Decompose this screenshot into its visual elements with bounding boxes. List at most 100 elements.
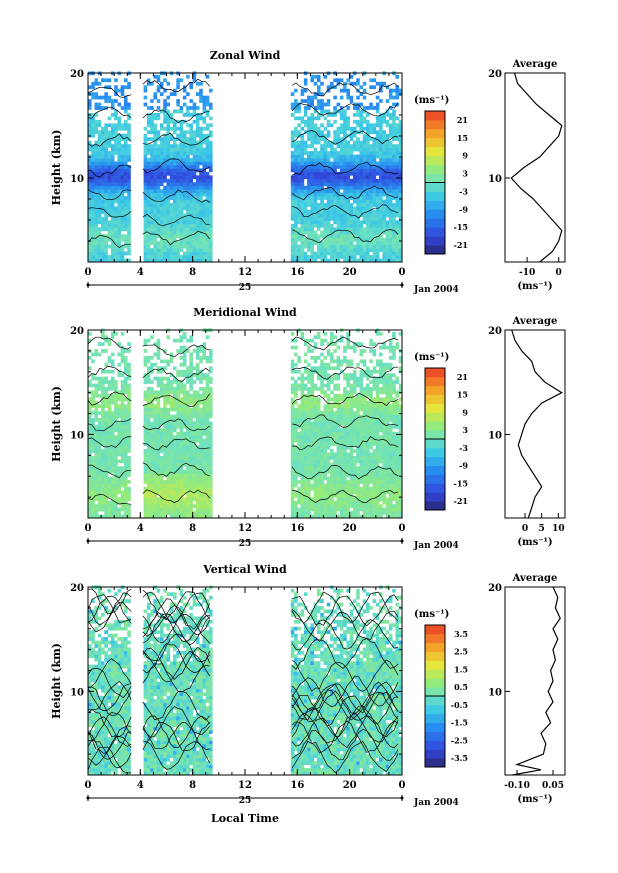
heatmap-cell [153,342,157,346]
heatmap-cell [123,387,128,391]
heatmap-cell [127,473,131,477]
heatmap-cell [91,421,95,426]
heatmap-cell [104,424,108,429]
heatmap-cell [94,178,99,183]
heatmap-cell [320,102,324,107]
heatmap-cell [146,449,151,453]
heatmap-cell [146,511,151,515]
average-x-label: (ms⁻¹) [517,281,552,292]
heatmap-cell [101,185,105,190]
heatmap-cell [375,116,380,121]
heatmap-cell [189,151,193,155]
heatmap-cell [186,380,190,384]
heatmap-cell [303,119,308,124]
heatmap-cell [388,154,393,159]
heatmap-cell [146,137,151,142]
heatmap-cell [166,151,171,155]
heatmap-cell [114,189,118,193]
heatmap-cell [94,442,99,446]
heatmap-cell [310,373,314,377]
heatmap-cell [379,189,383,193]
heatmap-cell [316,78,321,83]
heatmap-cell [189,185,193,190]
heatmap-cell [392,210,396,214]
heatmap-cell [163,366,167,371]
heatmap-cell [186,469,190,474]
heatmap-cell [182,473,187,477]
heatmap-cell [182,414,187,419]
heatmap-cell [110,483,115,488]
heatmap-cell [186,237,190,242]
heatmap-cell [369,168,373,173]
heatmap-cell [173,445,177,450]
heatmap-cell [163,486,167,491]
heatmap-cell [143,140,148,145]
heatmap-cell [179,380,184,384]
heatmap-cell [199,158,203,162]
heatmap-cell [307,182,311,187]
heatmap-cell [192,476,197,481]
heatmap-cell [104,507,108,512]
heatmap-cell [392,126,396,131]
heatmap-cell [310,483,314,488]
heatmap-cell [97,469,102,474]
heatmap-cell [176,483,180,488]
heatmap-cell [369,227,373,232]
heatmap-cell [104,133,108,138]
heatmap-cell [303,164,308,169]
heatmap-cell [362,119,367,124]
heatmap-cell [356,251,360,256]
heatmap-cell [110,220,115,225]
heatmap-cell [323,227,328,232]
heatmap-cell [359,189,364,193]
heatmap-cell [316,421,321,426]
heatmap-cell [356,185,360,190]
heatmap-cell [300,383,305,388]
heatmap-cell [349,185,354,190]
heatmap-cell [199,244,203,249]
heatmap-cell [398,171,403,176]
heatmap-cell [186,255,190,259]
heatmap-cell [101,189,105,193]
heatmap-cell [104,490,108,495]
heatmap-cell [300,119,305,124]
heatmap-cell [97,514,102,519]
heatmap-cell [101,383,105,388]
heatmap-cell [316,445,321,450]
heatmap-cell [153,147,157,152]
heatmap-cell [107,237,112,242]
heatmap-cell [159,255,164,259]
heatmap-cell [294,428,298,433]
heatmap-cell [202,418,207,422]
heatmap-cell [107,455,112,460]
heatmap-cell [88,85,92,90]
heatmap-cell [94,119,99,124]
heatmap-cell [88,119,92,124]
heatmap-cell [199,442,203,446]
heatmap-cell [320,514,324,519]
heatmap-cell [310,466,314,471]
heatmap-cell [120,476,125,481]
heatmap-cell [339,196,344,200]
heatmap-cell [375,182,380,187]
heatmap-cell [303,175,308,180]
heatmap-cell [156,88,161,93]
heatmap-cell [297,356,301,360]
heatmap-cell [346,199,350,204]
heatmap-cell [323,182,328,187]
heatmap-cell [310,445,314,450]
heatmap-cell [94,455,99,460]
heatmap-cell [150,220,154,225]
heatmap-cell [146,210,151,214]
heatmap-cell [189,469,193,474]
heatmap-cell [313,497,318,502]
heatmap-cell [379,164,383,169]
heatmap-cell [366,203,370,207]
heatmap-cell [290,185,295,190]
heatmap-cell [330,164,334,169]
heatmap-cell [150,459,154,464]
heatmap-cell [195,244,200,249]
heatmap-cell [91,234,95,239]
heatmap-cell [107,452,112,457]
heatmap-cell [316,473,321,477]
